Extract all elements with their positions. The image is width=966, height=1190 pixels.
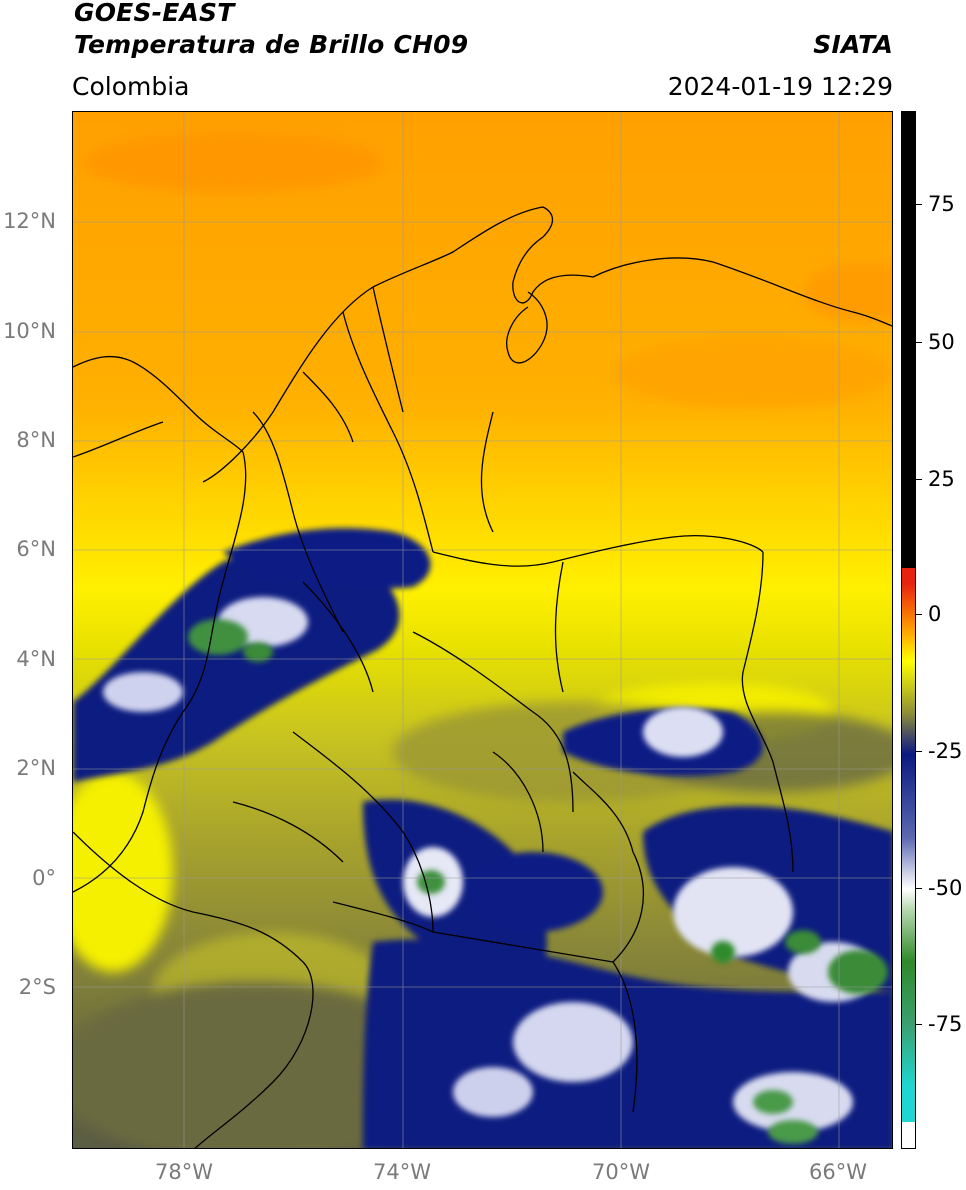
- lon-label: 74°W: [373, 1160, 431, 1184]
- warm-patches: [83, 132, 892, 407]
- brightness-temperature-map: [72, 111, 893, 1149]
- product-title: Temperatura de Brillo CH09: [74, 30, 469, 59]
- region-label: Colombia: [72, 72, 190, 101]
- satellite-title: GOES-EAST: [74, 0, 235, 27]
- colorbar-label: 75: [928, 192, 955, 216]
- lat-label: 12°N: [3, 209, 56, 233]
- coastlines-borders: [73, 206, 892, 1148]
- org-label: SIATA: [813, 30, 893, 59]
- lon-label: 66°W: [809, 1160, 867, 1184]
- lon-label: 70°W: [592, 1160, 650, 1184]
- graticule: [73, 112, 892, 1148]
- lat-label: 4°N: [16, 647, 56, 671]
- coldest-cores: [188, 619, 888, 1144]
- datetime-label: 2024-01-19 12:29: [667, 72, 893, 101]
- lat-label: 0°: [32, 866, 56, 890]
- lat-label: 10°N: [3, 319, 56, 343]
- colorbar-label: 25: [928, 467, 955, 491]
- lon-label: 78°W: [155, 1160, 213, 1184]
- colorbar-label: 0: [928, 602, 942, 626]
- colorbar: [901, 111, 916, 1149]
- colorbar-label: 50: [928, 330, 955, 354]
- lat-label: 6°N: [16, 537, 56, 561]
- colorbar-label: -50: [928, 876, 963, 900]
- lat-label: 8°N: [16, 428, 56, 452]
- lat-label: 2°N: [16, 756, 56, 780]
- lat-label: 2°S: [18, 975, 56, 999]
- colorbar-label: -75: [928, 1012, 963, 1036]
- colorbar-label: -25: [928, 739, 963, 763]
